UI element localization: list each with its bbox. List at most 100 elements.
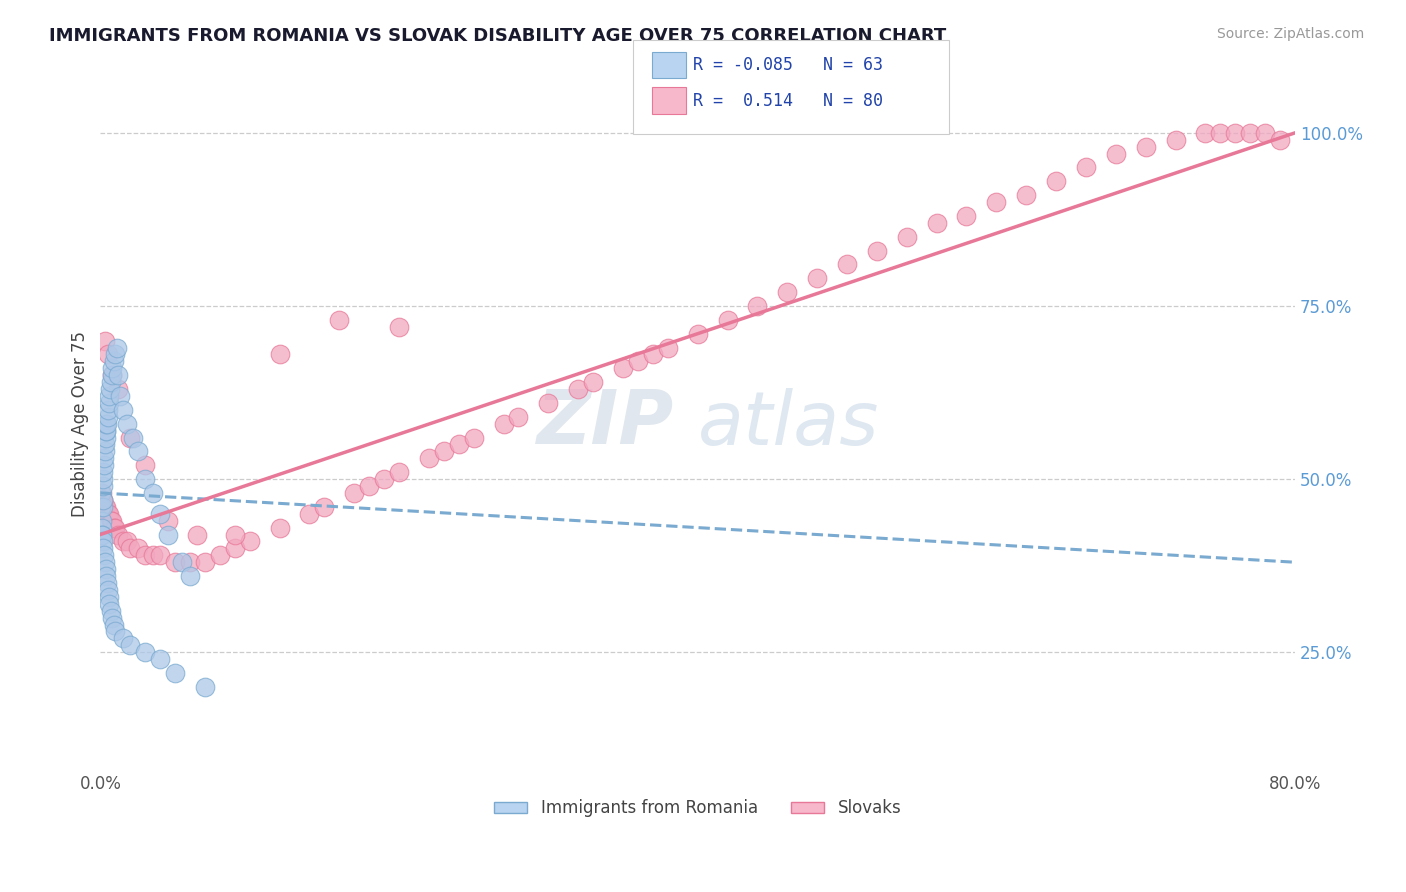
Point <box>115 534 138 549</box>
Point <box>156 527 179 541</box>
Point <box>149 507 172 521</box>
Point <box>149 549 172 563</box>
Point <box>120 638 142 652</box>
Point <box>156 514 179 528</box>
Point <box>716 313 738 327</box>
Point <box>96 417 118 431</box>
Point <box>172 555 194 569</box>
Point <box>115 417 138 431</box>
Point <box>103 354 125 368</box>
Point <box>91 465 114 479</box>
Point <box>90 520 112 534</box>
Point <box>1239 126 1261 140</box>
Point <box>314 500 336 514</box>
Point <box>127 541 149 556</box>
Point <box>91 472 114 486</box>
Y-axis label: Disability Age Over 75: Disability Age Over 75 <box>72 331 89 516</box>
Point <box>90 527 112 541</box>
Point <box>224 541 246 556</box>
Point <box>1268 133 1291 147</box>
Point <box>97 396 120 410</box>
Point <box>98 382 121 396</box>
Point <box>163 555 186 569</box>
Point <box>101 361 124 376</box>
Point <box>96 424 118 438</box>
Point <box>1105 146 1128 161</box>
Point <box>97 409 120 424</box>
Point <box>103 520 125 534</box>
Point <box>120 541 142 556</box>
Point <box>269 347 291 361</box>
Text: Source: ZipAtlas.com: Source: ZipAtlas.com <box>1216 27 1364 41</box>
Point <box>91 500 114 514</box>
Point <box>896 229 918 244</box>
Text: R = -0.085   N = 63: R = -0.085 N = 63 <box>693 56 883 74</box>
Point <box>101 514 124 528</box>
Point <box>657 341 679 355</box>
Point <box>142 549 165 563</box>
Point <box>101 610 124 624</box>
Point <box>91 492 114 507</box>
Point <box>107 527 129 541</box>
Point <box>120 431 142 445</box>
Point <box>776 285 799 300</box>
Point <box>1135 139 1157 153</box>
Point <box>98 597 121 611</box>
Point <box>105 341 128 355</box>
Point <box>418 451 440 466</box>
Point <box>447 437 470 451</box>
Point <box>134 549 156 563</box>
Point <box>388 319 411 334</box>
Point <box>1074 161 1097 175</box>
Point <box>94 431 117 445</box>
Point <box>986 195 1008 210</box>
Point <box>100 514 122 528</box>
Point <box>96 417 118 431</box>
Point <box>104 624 127 639</box>
Point <box>149 652 172 666</box>
Point <box>103 617 125 632</box>
Point <box>107 368 129 383</box>
Point <box>91 492 114 507</box>
Point <box>359 479 381 493</box>
Point <box>1015 188 1038 202</box>
Point <box>1209 126 1232 140</box>
Point <box>463 431 485 445</box>
Point <box>1194 126 1216 140</box>
Point <box>1225 126 1247 140</box>
Point <box>94 500 117 514</box>
Point <box>194 555 217 569</box>
Point <box>90 527 112 541</box>
Point <box>122 431 145 445</box>
Point <box>104 347 127 361</box>
Point <box>343 486 366 500</box>
Point <box>866 244 889 258</box>
Point <box>433 444 456 458</box>
Point <box>90 514 112 528</box>
Point <box>224 527 246 541</box>
Point <box>955 209 977 223</box>
Point <box>97 507 120 521</box>
Point <box>91 479 114 493</box>
Point <box>567 382 589 396</box>
Point <box>806 271 828 285</box>
Point <box>388 465 411 479</box>
Point <box>90 486 112 500</box>
Point <box>108 389 131 403</box>
Point <box>107 382 129 396</box>
Point <box>90 486 112 500</box>
Point <box>93 458 115 473</box>
Point <box>627 354 650 368</box>
Point <box>91 534 114 549</box>
Point <box>98 389 121 403</box>
Point <box>100 375 122 389</box>
Point <box>93 549 115 563</box>
Point <box>179 555 201 569</box>
Point <box>269 520 291 534</box>
Point <box>239 534 262 549</box>
Point <box>508 409 530 424</box>
Point <box>94 437 117 451</box>
Point <box>94 444 117 458</box>
Point <box>97 402 120 417</box>
Point <box>96 500 118 514</box>
